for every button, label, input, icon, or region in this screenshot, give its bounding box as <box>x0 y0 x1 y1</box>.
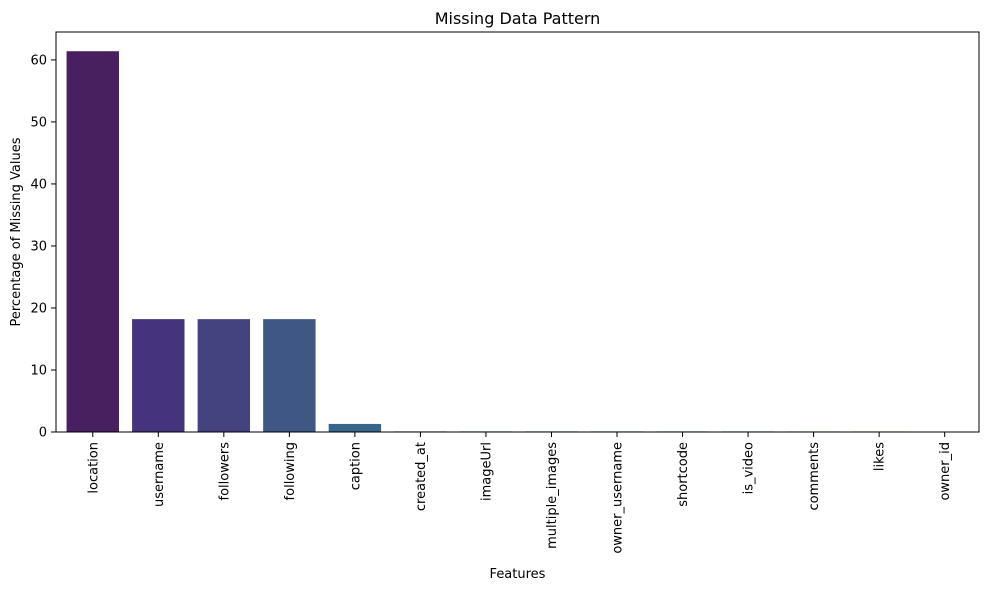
plot-area: 0 10 20 30 40 50 60 location username followers fo… <box>30 31 980 554</box>
x-tick-label: following <box>283 442 298 500</box>
y-tick-label: 40 <box>30 177 47 192</box>
x-tick-label: caption <box>348 442 363 490</box>
y-tick-label: 50 <box>30 115 47 130</box>
x-tick-label: comments <box>807 442 822 511</box>
bar-caption <box>328 423 382 432</box>
bar-username <box>132 319 185 432</box>
bar-location <box>66 51 119 432</box>
x-tick-label: username <box>152 442 167 507</box>
y-tick-label: 60 <box>30 53 47 68</box>
x-tick-label: shortcode <box>676 442 691 507</box>
bar-following <box>263 319 316 432</box>
chart-title: Missing Data Pattern <box>435 9 601 28</box>
x-tick-label: likes <box>873 442 888 471</box>
y-axis-label: Percentage of Missing Values <box>9 137 24 326</box>
y-tick-label: 0 <box>39 426 47 441</box>
x-tick-label: created_at <box>414 442 429 511</box>
x-tick-label: multiple_images <box>545 442 560 549</box>
x-axis-label: Features <box>490 567 546 582</box>
x-tick-label: location <box>86 442 101 494</box>
plot-frame <box>55 31 980 433</box>
x-tick-label: owner_id <box>938 442 953 501</box>
x-tick-label: followers <box>217 442 232 501</box>
bar-followers <box>197 319 251 432</box>
y-tick-label: 10 <box>30 363 47 378</box>
y-tick-label: 30 <box>30 239 47 254</box>
y-tick-label: 20 <box>30 301 47 316</box>
x-tick-label: imageUrl <box>479 442 494 501</box>
x-tick-label: is_video <box>742 442 757 494</box>
x-tick-label: owner_username <box>611 442 626 554</box>
